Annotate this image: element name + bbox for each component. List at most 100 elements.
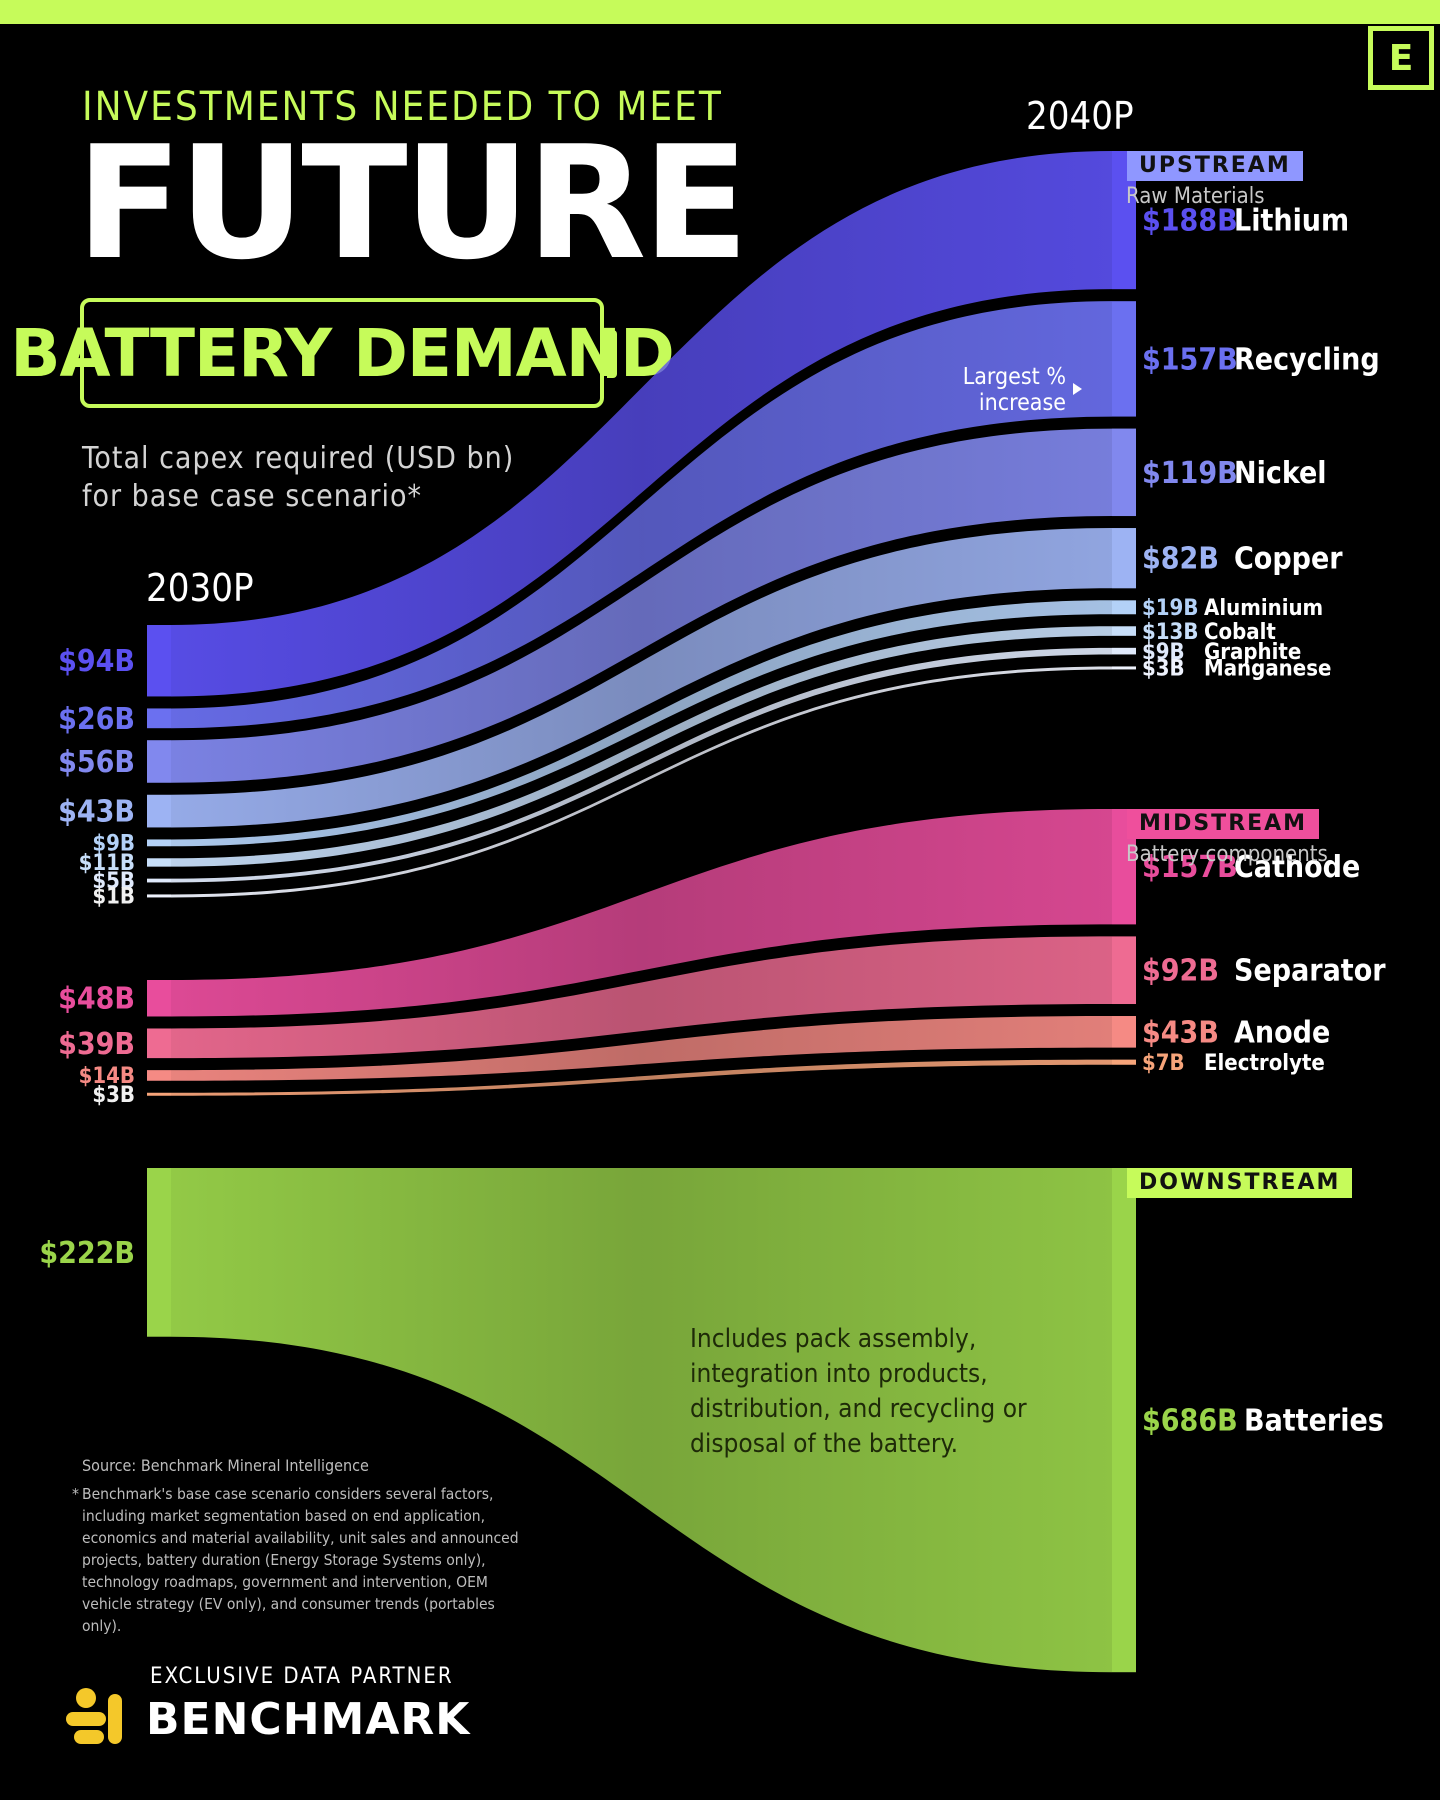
subtitle-line-2: for base case scenario*: [82, 479, 422, 514]
largest-line-2: increase: [978, 390, 1066, 416]
publisher-logo: E: [1368, 26, 1434, 90]
flow-cobalt: [171, 626, 1112, 867]
bar-2040-copper: [1112, 528, 1136, 589]
bar-2040-anode: [1112, 1016, 1136, 1048]
category-copper: Copper: [1234, 542, 1343, 577]
bar-2040-batteries: [1112, 1168, 1136, 1673]
flow-cathode: [171, 809, 1112, 1017]
category-cobalt: Cobalt: [1204, 620, 1276, 645]
bar-2040-separator: [1112, 936, 1136, 1005]
flow-recycling: [171, 301, 1112, 729]
value-2040-cobalt: $13B: [1142, 620, 1198, 645]
pretitle: INVESTMENTS NEEDED TO MEET: [82, 84, 723, 130]
source-note: Source: Benchmark Mineral Intelligence: [82, 1456, 369, 1475]
section-downstream-badge: DOWNSTREAM: [1127, 1168, 1353, 1198]
bar-2040-electrolyte: [1112, 1059, 1136, 1065]
partner-label: EXCLUSIVE DATA PARTNER: [150, 1664, 454, 1689]
value-2030-manganese: $1B: [92, 885, 135, 910]
bar-2040-graphite: [1112, 647, 1136, 655]
section-upstream-subtitle: Raw Materials: [1126, 184, 1265, 209]
benchmark-logo-icon: [66, 1688, 122, 1744]
largest-arrow-icon: [1073, 383, 1082, 395]
value-2040-graphite: $9B: [1142, 640, 1185, 665]
bar-2030-separator: [147, 1028, 171, 1059]
value-2040-batteries: $686B: [1142, 1404, 1238, 1439]
value-2030-cathode: $48B: [58, 982, 135, 1017]
value-2030-copper: $43B: [58, 795, 135, 830]
category-aluminium: Aluminium: [1204, 596, 1323, 621]
value-2040-aluminium: $19B: [1142, 596, 1198, 621]
value-2040-copper: $82B: [1142, 542, 1219, 577]
bar-2030-lithium: [147, 625, 171, 697]
value-2030-aluminium: $9B: [92, 832, 135, 857]
bar-2040-nickel: [1112, 428, 1136, 517]
section-upstream-badge: UPSTREAM: [1127, 151, 1303, 181]
value-2040-electrolyte: $7B: [1142, 1051, 1185, 1076]
footnote-star: *: [72, 1485, 79, 1503]
battery-title: BATTERY DEMAND: [10, 314, 675, 392]
flow-graphite: [171, 647, 1112, 883]
year-2030-label: 2030P: [146, 566, 254, 610]
value-2040-lithium: $188B: [1142, 204, 1238, 239]
bar-2030-anode: [147, 1070, 171, 1081]
value-2040-recycling: $157B: [1142, 342, 1238, 377]
note-line-3: distribution, and recycling or: [690, 1394, 1027, 1424]
flow-separator: [171, 936, 1112, 1059]
value-2030-nickel: $56B: [58, 745, 135, 780]
category-graphite: Graphite: [1204, 640, 1301, 665]
bar-2030-nickel: [147, 740, 171, 783]
category-separator: Separator: [1234, 954, 1386, 989]
category-batteries: Batteries: [1244, 1404, 1384, 1439]
battery-title-box: BATTERY DEMAND: [10, 298, 675, 408]
value-2030-lithium: $94B: [58, 644, 135, 679]
footnote: * Benchmark's base case scenario conside…: [72, 1483, 522, 1637]
value-2030-batteries: $222B: [39, 1236, 135, 1271]
flow-batteries: [171, 1168, 1112, 1673]
partner-name: BENCHMARK: [146, 1694, 471, 1745]
value-2030-cobalt: $11B: [79, 851, 135, 876]
value-2030-separator: $39B: [58, 1027, 135, 1062]
bar-2030-cathode: [147, 980, 171, 1017]
bar-2030-manganese: [147, 894, 171, 898]
category-cathode: Cathode: [1234, 850, 1360, 885]
bar-2030-batteries: [147, 1168, 171, 1337]
footnote-text: Benchmark's base case scenario considers…: [82, 1485, 519, 1635]
category-nickel: Nickel: [1234, 456, 1327, 491]
bar-2040-cobalt: [1112, 626, 1136, 636]
year-2040-label: 2040P: [1026, 94, 1134, 138]
category-lithium: Lithium: [1234, 204, 1349, 239]
bar-2030-electrolyte: [147, 1092, 171, 1096]
section-midstream-badge: MIDSTREAM: [1127, 809, 1320, 839]
bar-2040-recycling: [1112, 301, 1136, 417]
bar-2030-cobalt: [147, 858, 171, 867]
value-2030-graphite: $5B: [92, 869, 135, 894]
value-2030-electrolyte: $3B: [92, 1083, 135, 1108]
section-midstream-subtitle: Battery components: [1126, 842, 1328, 867]
flow-manganese: [171, 666, 1112, 898]
flow-anode: [171, 1016, 1112, 1081]
value-2030-anode: $14B: [79, 1064, 135, 1089]
note-line-1: Includes pack assembly,: [690, 1324, 977, 1354]
value-2040-cathode: $157B: [1142, 850, 1238, 885]
downstream-note: Includes pack assembly, integration into…: [690, 1322, 1027, 1462]
value-2040-anode: $43B: [1142, 1015, 1219, 1050]
note-line-4: disposal of the battery.: [690, 1429, 959, 1459]
category-electrolyte: Electrolyte: [1204, 1051, 1325, 1076]
value-2030-recycling: $26B: [58, 702, 135, 737]
subtitle: Total capex required (USD bn) for base c…: [82, 440, 514, 516]
flow-electrolyte: [171, 1059, 1112, 1096]
value-2040-separator: $92B: [1142, 954, 1219, 989]
bar-2030-aluminium: [147, 839, 171, 847]
largest-increase-annotation: Largest % increase: [922, 364, 1066, 416]
value-2040-manganese: $3B: [1142, 657, 1185, 682]
category-recycling: Recycling: [1234, 342, 1380, 377]
flow-lithium: [171, 151, 1112, 697]
value-2040-nickel: $119B: [1142, 456, 1238, 491]
top-accent-bar: [0, 0, 1440, 24]
category-manganese: Manganese: [1204, 657, 1331, 682]
bar-2040-manganese: [1112, 666, 1136, 670]
bar-2040-aluminium: [1112, 600, 1136, 615]
bar-2030-graphite: [147, 878, 171, 883]
page-title: FUTURE: [76, 112, 749, 294]
